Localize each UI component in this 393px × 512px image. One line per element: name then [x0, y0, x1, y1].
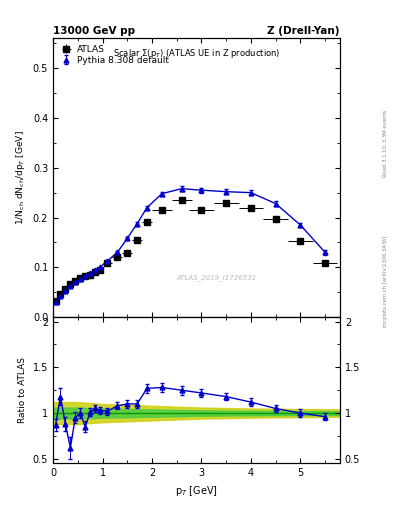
- Legend: ATLAS, Pythia 8.308 default: ATLAS, Pythia 8.308 default: [57, 43, 170, 67]
- Text: 13000 GeV pp: 13000 GeV pp: [53, 26, 135, 36]
- Text: ATLAS_2019_I1736531: ATLAS_2019_I1736531: [176, 274, 257, 282]
- X-axis label: p$_T$ [GeV]: p$_T$ [GeV]: [175, 484, 218, 498]
- Text: mcplots.cern.ch [arXiv:1306.3436]: mcplots.cern.ch [arXiv:1306.3436]: [383, 236, 387, 327]
- Text: Z (Drell-Yan): Z (Drell-Yan): [268, 26, 340, 36]
- Y-axis label: Ratio to ATLAS: Ratio to ATLAS: [18, 357, 27, 423]
- Text: Scalar $\Sigma$(p$_T$) (ATLAS UE in Z production): Scalar $\Sigma$(p$_T$) (ATLAS UE in Z pr…: [113, 47, 280, 60]
- Text: Rivet 3.1.10, 3.3M events: Rivet 3.1.10, 3.3M events: [383, 110, 387, 177]
- Y-axis label: 1/N$_{\rm ch}$ dN$_{\rm ch}$/dp$_T$ [GeV]: 1/N$_{\rm ch}$ dN$_{\rm ch}$/dp$_T$ [GeV…: [14, 131, 27, 225]
